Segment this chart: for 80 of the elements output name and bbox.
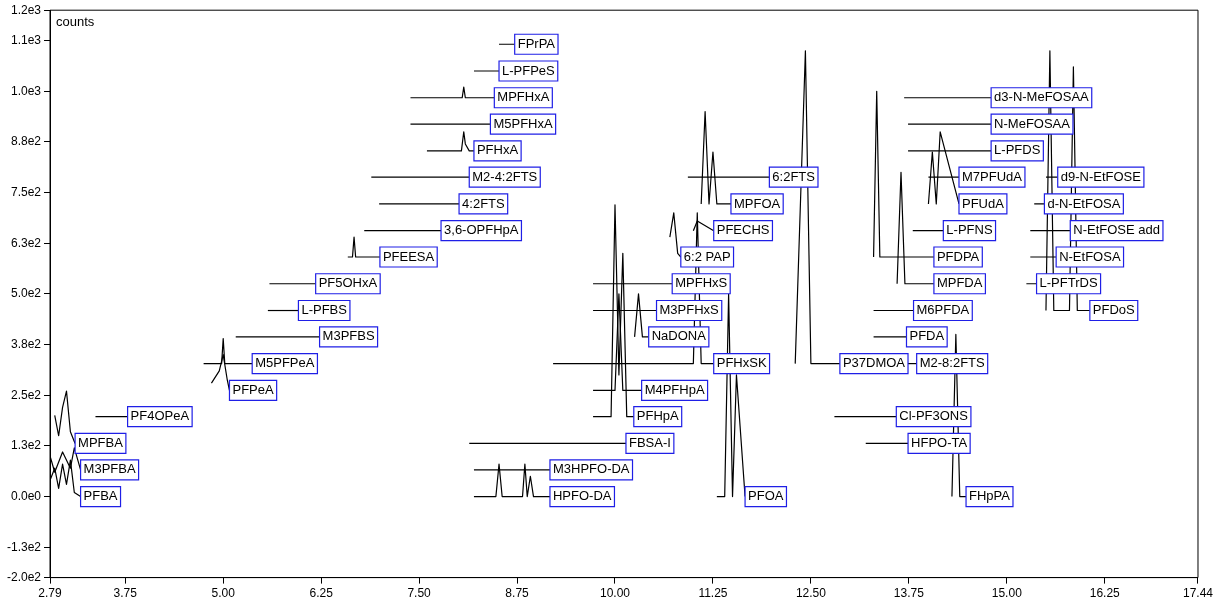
- x-tick-label: 8.75: [505, 586, 530, 601]
- series-label: M7PFUdA: [961, 168, 1023, 184]
- series-label: MPFHxA: [497, 89, 550, 105]
- series-label: NaDONA: [651, 328, 707, 344]
- x-tick-label: 13.75: [893, 586, 925, 601]
- series-label: FPrPA: [517, 35, 556, 51]
- y-tick-label: 2.5e2: [10, 387, 42, 402]
- x-tick-label: 6.25: [309, 586, 334, 601]
- series-label: L-PFPeS: [502, 62, 556, 78]
- series-label: M3PFBS: [322, 328, 375, 344]
- series-label: 3,6-OPFHpA: [444, 222, 519, 238]
- series-label: MPFBA: [78, 435, 124, 451]
- series-label: FHpPA: [969, 488, 1011, 504]
- y-tick-label: 8.8e2: [10, 134, 42, 149]
- series-label: PFDoS: [1092, 302, 1136, 318]
- series-label: MPFOA: [733, 195, 781, 211]
- y-tick-label: 3.8e2: [10, 336, 42, 351]
- series-label: 6:2 PAP: [683, 248, 731, 264]
- x-tick-label: 3.75: [113, 586, 138, 601]
- series-label: N-MeFOSAA: [994, 115, 1071, 131]
- y-tick-label: 6.3e2: [10, 235, 42, 250]
- series-label: M3HPFO-DA: [552, 461, 630, 477]
- series-label: 4:2FTS: [462, 195, 506, 211]
- series-label: MPFHxS: [675, 275, 728, 291]
- y-tick-label: 1.2e3: [10, 2, 42, 17]
- series-label: 6:2FTS: [772, 168, 816, 184]
- x-tick-label: 12.50: [795, 586, 827, 601]
- y-tick-label: 7.5e2: [10, 184, 42, 199]
- series-label: M5PFHxA: [493, 115, 553, 131]
- series-label: PF4OPeA: [130, 408, 190, 424]
- y-tick-label: 0.0e0: [10, 488, 42, 503]
- y-tick-label: 1.0e3: [10, 83, 42, 98]
- series-label: M2-8:2FTS: [919, 355, 986, 371]
- x-tick-label: 5.00: [211, 586, 236, 601]
- series-label: M6PFDA: [916, 302, 970, 318]
- series-label: N-EtFOSE add: [1073, 222, 1160, 238]
- series-label: PFDPA: [936, 248, 980, 264]
- series-label: FBSA-I: [628, 435, 671, 451]
- series-label: L-PFNS: [946, 222, 993, 238]
- series-label: PFUdA: [961, 195, 1005, 211]
- series-label: PFDA: [909, 328, 945, 344]
- series-label: HPFO-DA: [552, 488, 612, 504]
- x-tick-label: 10.00: [599, 586, 631, 601]
- x-tick-label: 17.44: [1182, 586, 1214, 601]
- y-tick-label: -1.3e2: [6, 539, 42, 554]
- x-tick-label: 11.25: [698, 586, 728, 601]
- series-label: d-N-EtFOSA: [1047, 195, 1121, 211]
- series-label: PF5OHxA: [318, 275, 378, 291]
- series-label: M2-4:2FTS: [472, 168, 538, 184]
- y-tick-label: 5.0e2: [10, 286, 42, 301]
- series-label: L-PFBS: [301, 302, 348, 318]
- y-axis-title: counts: [56, 14, 95, 30]
- series-label: N-EtFOSA: [1059, 248, 1121, 264]
- x-tick-label: 2.79: [38, 586, 63, 601]
- series-label: PFHxA: [476, 142, 519, 158]
- x-tick-label: 7.50: [407, 586, 432, 601]
- series-label: M3PFBA: [83, 461, 136, 477]
- series-label: L-PFDS: [994, 142, 1041, 158]
- series-label: HFPO-TA: [911, 435, 968, 451]
- series-label: d9-N-EtFOSE: [1060, 168, 1142, 184]
- series-label: M4PFHpA: [644, 381, 705, 397]
- series-label: M3PFHxS: [659, 302, 720, 318]
- series-label: L-PFTrDS: [1039, 275, 1098, 291]
- series-label: PFPeA: [232, 381, 274, 397]
- series-label: PFBA: [83, 488, 118, 504]
- series-label: PFHxSK: [716, 355, 767, 371]
- series-label: M5PFPeA: [255, 355, 315, 371]
- x-tick-label: 16.25: [1089, 586, 1121, 601]
- series-label: Cl-PF3ONS: [899, 408, 969, 424]
- y-tick-label: 1.1e3: [10, 32, 42, 47]
- series-label: PFHpA: [636, 408, 680, 424]
- series-label: PFEESA: [382, 248, 435, 264]
- series-label: P37DMOA: [842, 355, 906, 371]
- series-label: MPFDA: [936, 275, 983, 291]
- y-tick-label: 1.3e2: [10, 438, 42, 453]
- y-tick-label: -2.0e2: [6, 569, 42, 584]
- series-label: PFECHS: [716, 222, 770, 238]
- series-label: d3-N-MeFOSAA: [994, 89, 1090, 105]
- x-tick-label: 15.00: [991, 586, 1023, 601]
- series-label: PFOA: [748, 488, 784, 504]
